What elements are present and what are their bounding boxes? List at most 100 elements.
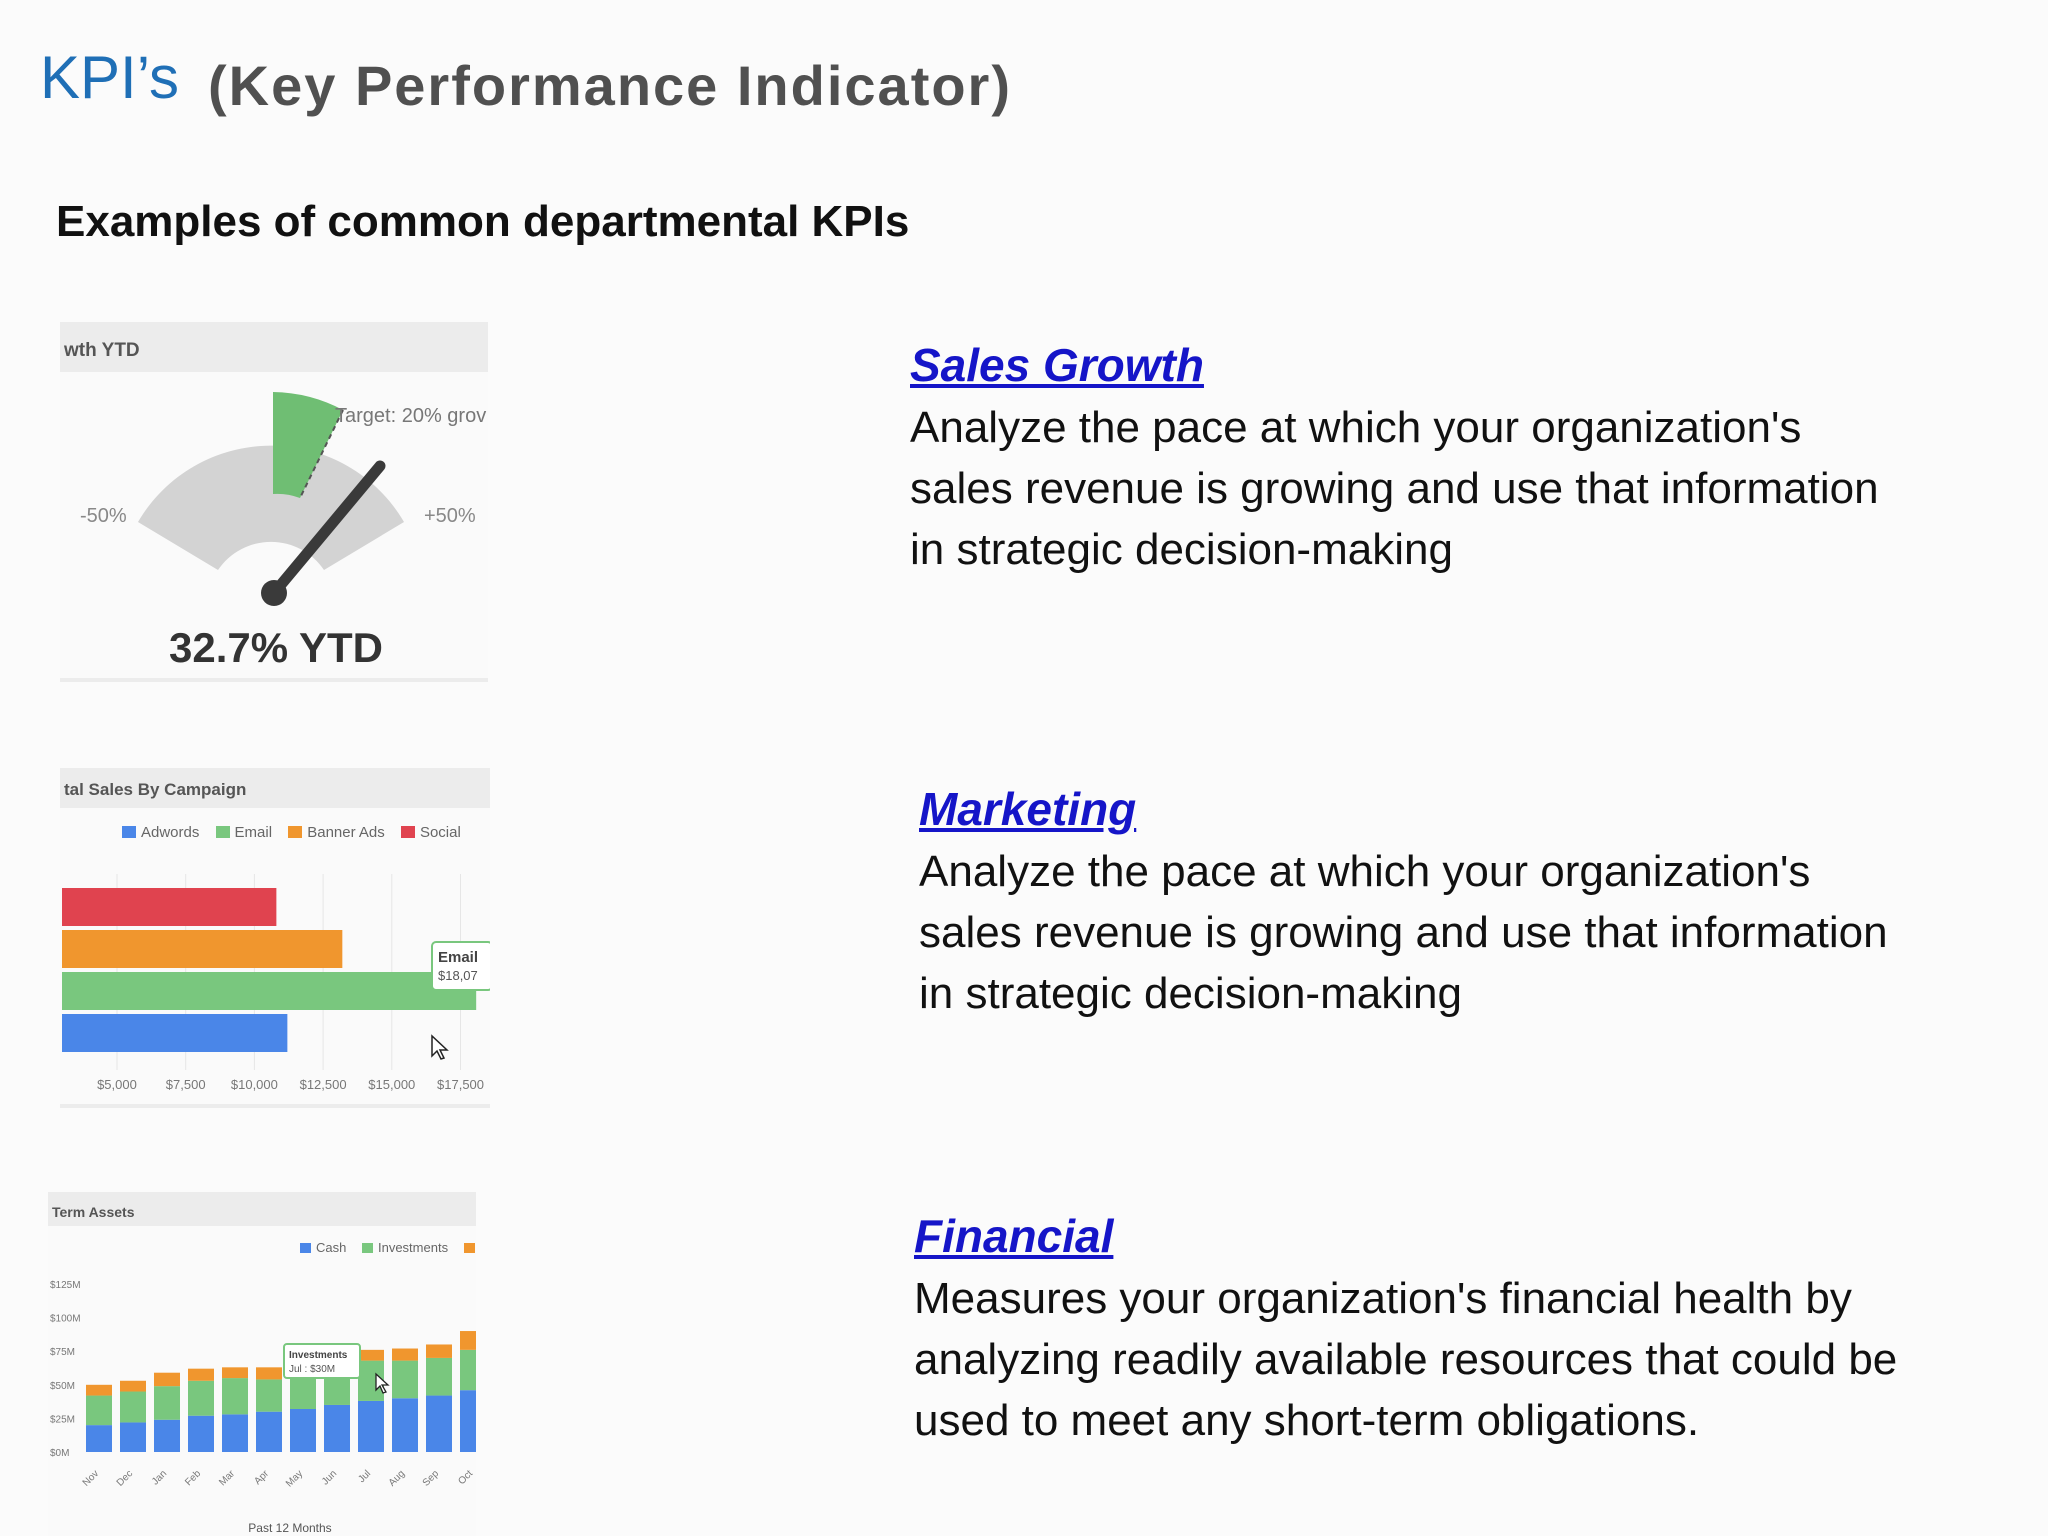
legend-swatch-other: [463, 1243, 475, 1253]
assets-bar-segment[interactable]: [86, 1384, 112, 1396]
campaign-x-tick: $7,500: [166, 1077, 206, 1092]
assets-bar-segment[interactable]: [256, 1411, 282, 1452]
kpi-marketing-link[interactable]: Marketing: [919, 783, 1137, 835]
assets-tooltip-name: Investments: [289, 1350, 348, 1361]
assets-bar-segment[interactable]: [154, 1372, 180, 1387]
assets-bar-segment[interactable]: [222, 1414, 248, 1452]
page-subtitle: (Key Performance Indicator): [208, 54, 1012, 117]
assets-x-tick: Feb: [183, 1468, 203, 1488]
assets-bar-segment[interactable]: [426, 1344, 452, 1358]
gauge-min-label: -50%: [80, 505, 127, 527]
assets-y-tick: $125M: [50, 1280, 81, 1291]
assets-x-tick: Jan: [150, 1468, 169, 1487]
legend-swatch-email: [215, 826, 230, 838]
campaign-bar-adwords[interactable]: [62, 1014, 288, 1052]
assets-thumbnail: Term Assets Cash Investments $125M $100M $…: [48, 1192, 476, 1536]
gauge-caption: wth YTD: [64, 340, 140, 361]
legend-social: Social: [419, 824, 461, 841]
kpi-sales-growth-description: Analyze the pace at which your organizat…: [910, 403, 1879, 574]
legend-swatch-investments: [361, 1243, 373, 1253]
assets-bar-segment[interactable]: [154, 1419, 180, 1452]
assets-tooltip-value: Jul : $30M: [289, 1364, 335, 1375]
assets-x-tick: Jul: [356, 1468, 373, 1485]
assets-bar-segment[interactable]: [358, 1400, 384, 1452]
assets-bar-segment[interactable]: [460, 1331, 476, 1350]
gauge-thumbnail: wth YTD Target: 20% grov -50% +50% 32.7%…: [60, 322, 488, 682]
campaign-tooltip-value: $18,07: [438, 968, 478, 983]
assets-x-tick: Jun: [320, 1468, 339, 1487]
campaign-tooltip-name: Email: [438, 949, 478, 966]
assets-caption: Term Assets: [52, 1204, 135, 1220]
assets-bar-segment[interactable]: [120, 1380, 146, 1392]
page-title: KPI’s: [40, 44, 179, 111]
assets-bar-segment[interactable]: [392, 1348, 418, 1361]
campaign-bar-chart: $5,000 $7,500 $10,000 $12,500 $15,000 $17,500…: [62, 874, 490, 1092]
assets-bar-segment[interactable]: [290, 1408, 316, 1452]
campaign-thumbnail: tal Sales By Campaign Adwords Email Bann…: [60, 768, 490, 1108]
assets-panel: Cash Investments $125M $100M $75M $50M $25M $…: [48, 1226, 476, 1536]
assets-bar-segment[interactable]: [392, 1360, 418, 1399]
assets-y-tick: $75M: [50, 1347, 75, 1358]
campaign-x-tick: $5,000: [97, 1077, 137, 1092]
assets-bar-segment[interactable]: [460, 1349, 476, 1391]
assets-bar-segment[interactable]: [426, 1357, 452, 1396]
assets-bar-segment[interactable]: [392, 1398, 418, 1452]
assets-x-label: Past 12 Months: [248, 1521, 331, 1535]
assets-x-tick: Apr: [252, 1468, 271, 1487]
assets-legend: Cash Investments: [288, 1240, 476, 1255]
campaign-bar-banner-ads[interactable]: [62, 930, 343, 968]
campaign-bar-email[interactable]: [62, 972, 477, 1010]
gauge-value-label: 32.7% YTD: [169, 624, 383, 671]
campaign-bar-social[interactable]: [62, 888, 277, 926]
assets-x-tick: Aug: [387, 1468, 407, 1488]
legend-cash: Cash: [316, 1240, 347, 1255]
gauge-arc: [138, 445, 404, 570]
legend-swatch-cash: [300, 1243, 311, 1253]
legend-swatch-adwords: [122, 826, 136, 838]
assets-x-tick: May: [284, 1468, 305, 1489]
gauge-target-zone: [273, 392, 343, 498]
assets-y-tick: $25M: [50, 1414, 75, 1425]
assets-bar-segment[interactable]: [460, 1390, 476, 1452]
cursor-icon: [431, 1034, 449, 1060]
campaign-x-tick: $15,000: [368, 1077, 415, 1092]
assets-bar-segment[interactable]: [358, 1349, 384, 1361]
assets-bar-segment[interactable]: [86, 1425, 112, 1452]
assets-bar-segment[interactable]: [324, 1404, 350, 1452]
kpi-sales-growth-link[interactable]: Sales Growth: [910, 339, 1204, 391]
section-title: Examples of common departmental KPIs: [56, 197, 910, 246]
assets-x-tick: Nov: [81, 1468, 101, 1488]
kpi-financial-link[interactable]: Financial: [914, 1210, 1114, 1262]
gauge-panel: Target: 20% grov -50% +50% 32.7% YTD: [60, 372, 488, 678]
assets-bar-segment[interactable]: [188, 1380, 214, 1416]
campaign-panel: Adwords Email Banner Ads Social $5,000 $7…: [60, 808, 490, 1104]
assets-bar-segment[interactable]: [154, 1386, 180, 1420]
legend-swatch-social: [400, 826, 415, 838]
campaign-x-tick: $17,500: [437, 1077, 484, 1092]
assets-x-tick: Sep: [421, 1468, 442, 1489]
assets-bar-segment[interactable]: [120, 1391, 146, 1423]
assets-x-tick: Oct: [456, 1468, 475, 1487]
assets-bar-segment[interactable]: [426, 1395, 452, 1452]
gauge-target-label: Target: 20% grov: [335, 405, 486, 427]
assets-bar-segment[interactable]: [86, 1395, 112, 1426]
assets-bar-segment[interactable]: [188, 1415, 214, 1452]
assets-bar-segment[interactable]: [188, 1368, 214, 1381]
kpi-marketing-description: Analyze the pace at which your organizat…: [919, 847, 1888, 1018]
assets-bar-segment[interactable]: [222, 1367, 248, 1379]
cursor-icon: [375, 1372, 390, 1394]
gauge-target-line: [299, 409, 344, 499]
assets-bar-segment[interactable]: [256, 1367, 282, 1380]
legend-adwords: Adwords: [141, 824, 200, 841]
campaign-x-tick: $10,000: [231, 1077, 278, 1092]
assets-bar-segment[interactable]: [120, 1422, 146, 1452]
gauge-needle: [268, 460, 386, 599]
assets-y-tick: $0M: [50, 1448, 69, 1459]
assets-x-tick: Mar: [217, 1468, 237, 1488]
assets-bar-segment[interactable]: [222, 1378, 248, 1415]
assets-bar-segment[interactable]: [256, 1379, 282, 1412]
assets-stacked-chart: $125M $100M $75M $50M $25M $0M Nov Dec Jan Feb Ma…: [50, 1280, 476, 1535]
assets-tooltip: Investments Jul : $30M: [283, 1343, 361, 1379]
assets-x-tick: Dec: [115, 1468, 135, 1488]
gauge-needle-hub: [261, 580, 287, 606]
